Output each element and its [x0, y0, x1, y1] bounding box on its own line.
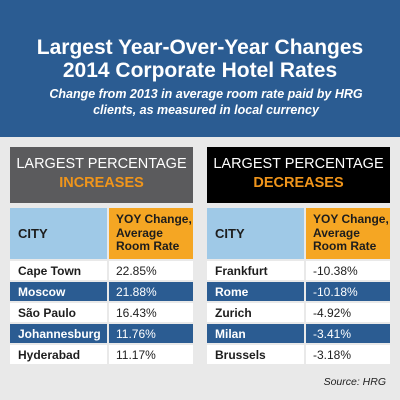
yoy-change-cell: 11.76%: [107, 324, 193, 343]
increases-panel-header: LARGEST PERCENTAGE INCREASES: [10, 147, 193, 203]
yoy-change-cell: -3.41%: [304, 324, 390, 343]
table-row: Brussels -3.18%: [207, 343, 390, 364]
yoy-change-cell: 22.85%: [107, 261, 193, 280]
table-row: Hyderabad 11.17%: [10, 343, 193, 364]
header-banner: Largest Year-Over-Year Changes 2014 Corp…: [0, 0, 400, 137]
increases-table: CITY YOY Change, Average Room Rate Cape To…: [10, 208, 193, 364]
column-header-city: CITY: [10, 208, 107, 259]
decreases-header-line2: DECREASES: [253, 175, 344, 191]
increases-header-line2: INCREASES: [59, 175, 144, 191]
subtitle: Change from 2013 in average room rate pa…: [49, 87, 363, 117]
table-row: Moscow 21.88%: [10, 280, 193, 301]
city-cell: Cape Town: [10, 261, 107, 280]
yoy-change-cell: -10.18%: [304, 282, 390, 301]
column-header-yoy-change: YOY Change, Average Room Rate: [107, 208, 193, 259]
column-header-city: CITY: [207, 208, 304, 259]
yoy-change-cell: 11.17%: [107, 345, 193, 364]
city-cell: Frankfurt: [207, 261, 304, 280]
city-cell: Zurich: [207, 303, 304, 322]
city-cell: Rome: [207, 282, 304, 301]
yoy-change-cell: 16.43%: [107, 303, 193, 322]
table-row: Milan -3.41%: [207, 322, 390, 343]
city-cell: Milan: [207, 324, 304, 343]
source-note: Source: HRG: [323, 376, 386, 388]
decreases-panel-header: LARGEST PERCENTAGE DECREASES: [207, 147, 390, 203]
city-cell: São Paulo: [10, 303, 107, 322]
table-row: Frankfurt -10.38%: [207, 259, 390, 280]
table-row: Rome -10.18%: [207, 280, 390, 301]
yoy-change-cell: -4.92%: [304, 303, 390, 322]
city-cell: Hyderabad: [10, 345, 107, 364]
title-line-1: Largest Year-Over-Year Changes: [36, 36, 364, 59]
decreases-header-line1: LARGEST PERCENTAGE: [213, 156, 384, 172]
city-cell: Johannesburg: [10, 324, 107, 343]
table-row: São Paulo 16.43%: [10, 301, 193, 322]
table-row: Cape Town 22.85%: [10, 259, 193, 280]
city-cell: Brussels: [207, 345, 304, 364]
table-row: Johannesburg 11.76%: [10, 322, 193, 343]
title-line-2: 2014 Corporate Hotel Rates: [62, 59, 338, 82]
decreases-table: CITY YOY Change, Average Room Rate Frankfu…: [207, 208, 390, 364]
yoy-change-cell: -3.18%: [304, 345, 390, 364]
city-cell: Moscow: [10, 282, 107, 301]
table-row: Zurich -4.92%: [207, 301, 390, 322]
table-header-row: CITY YOY Change, Average Room Rate: [10, 208, 193, 259]
column-header-yoy-change: YOY Change, Average Room Rate: [304, 208, 390, 259]
yoy-change-cell: 21.88%: [107, 282, 193, 301]
yoy-change-cell: -10.38%: [304, 261, 390, 280]
increases-header-line1: LARGEST PERCENTAGE: [16, 156, 187, 172]
table-header-row: CITY YOY Change, Average Room Rate: [207, 208, 390, 259]
